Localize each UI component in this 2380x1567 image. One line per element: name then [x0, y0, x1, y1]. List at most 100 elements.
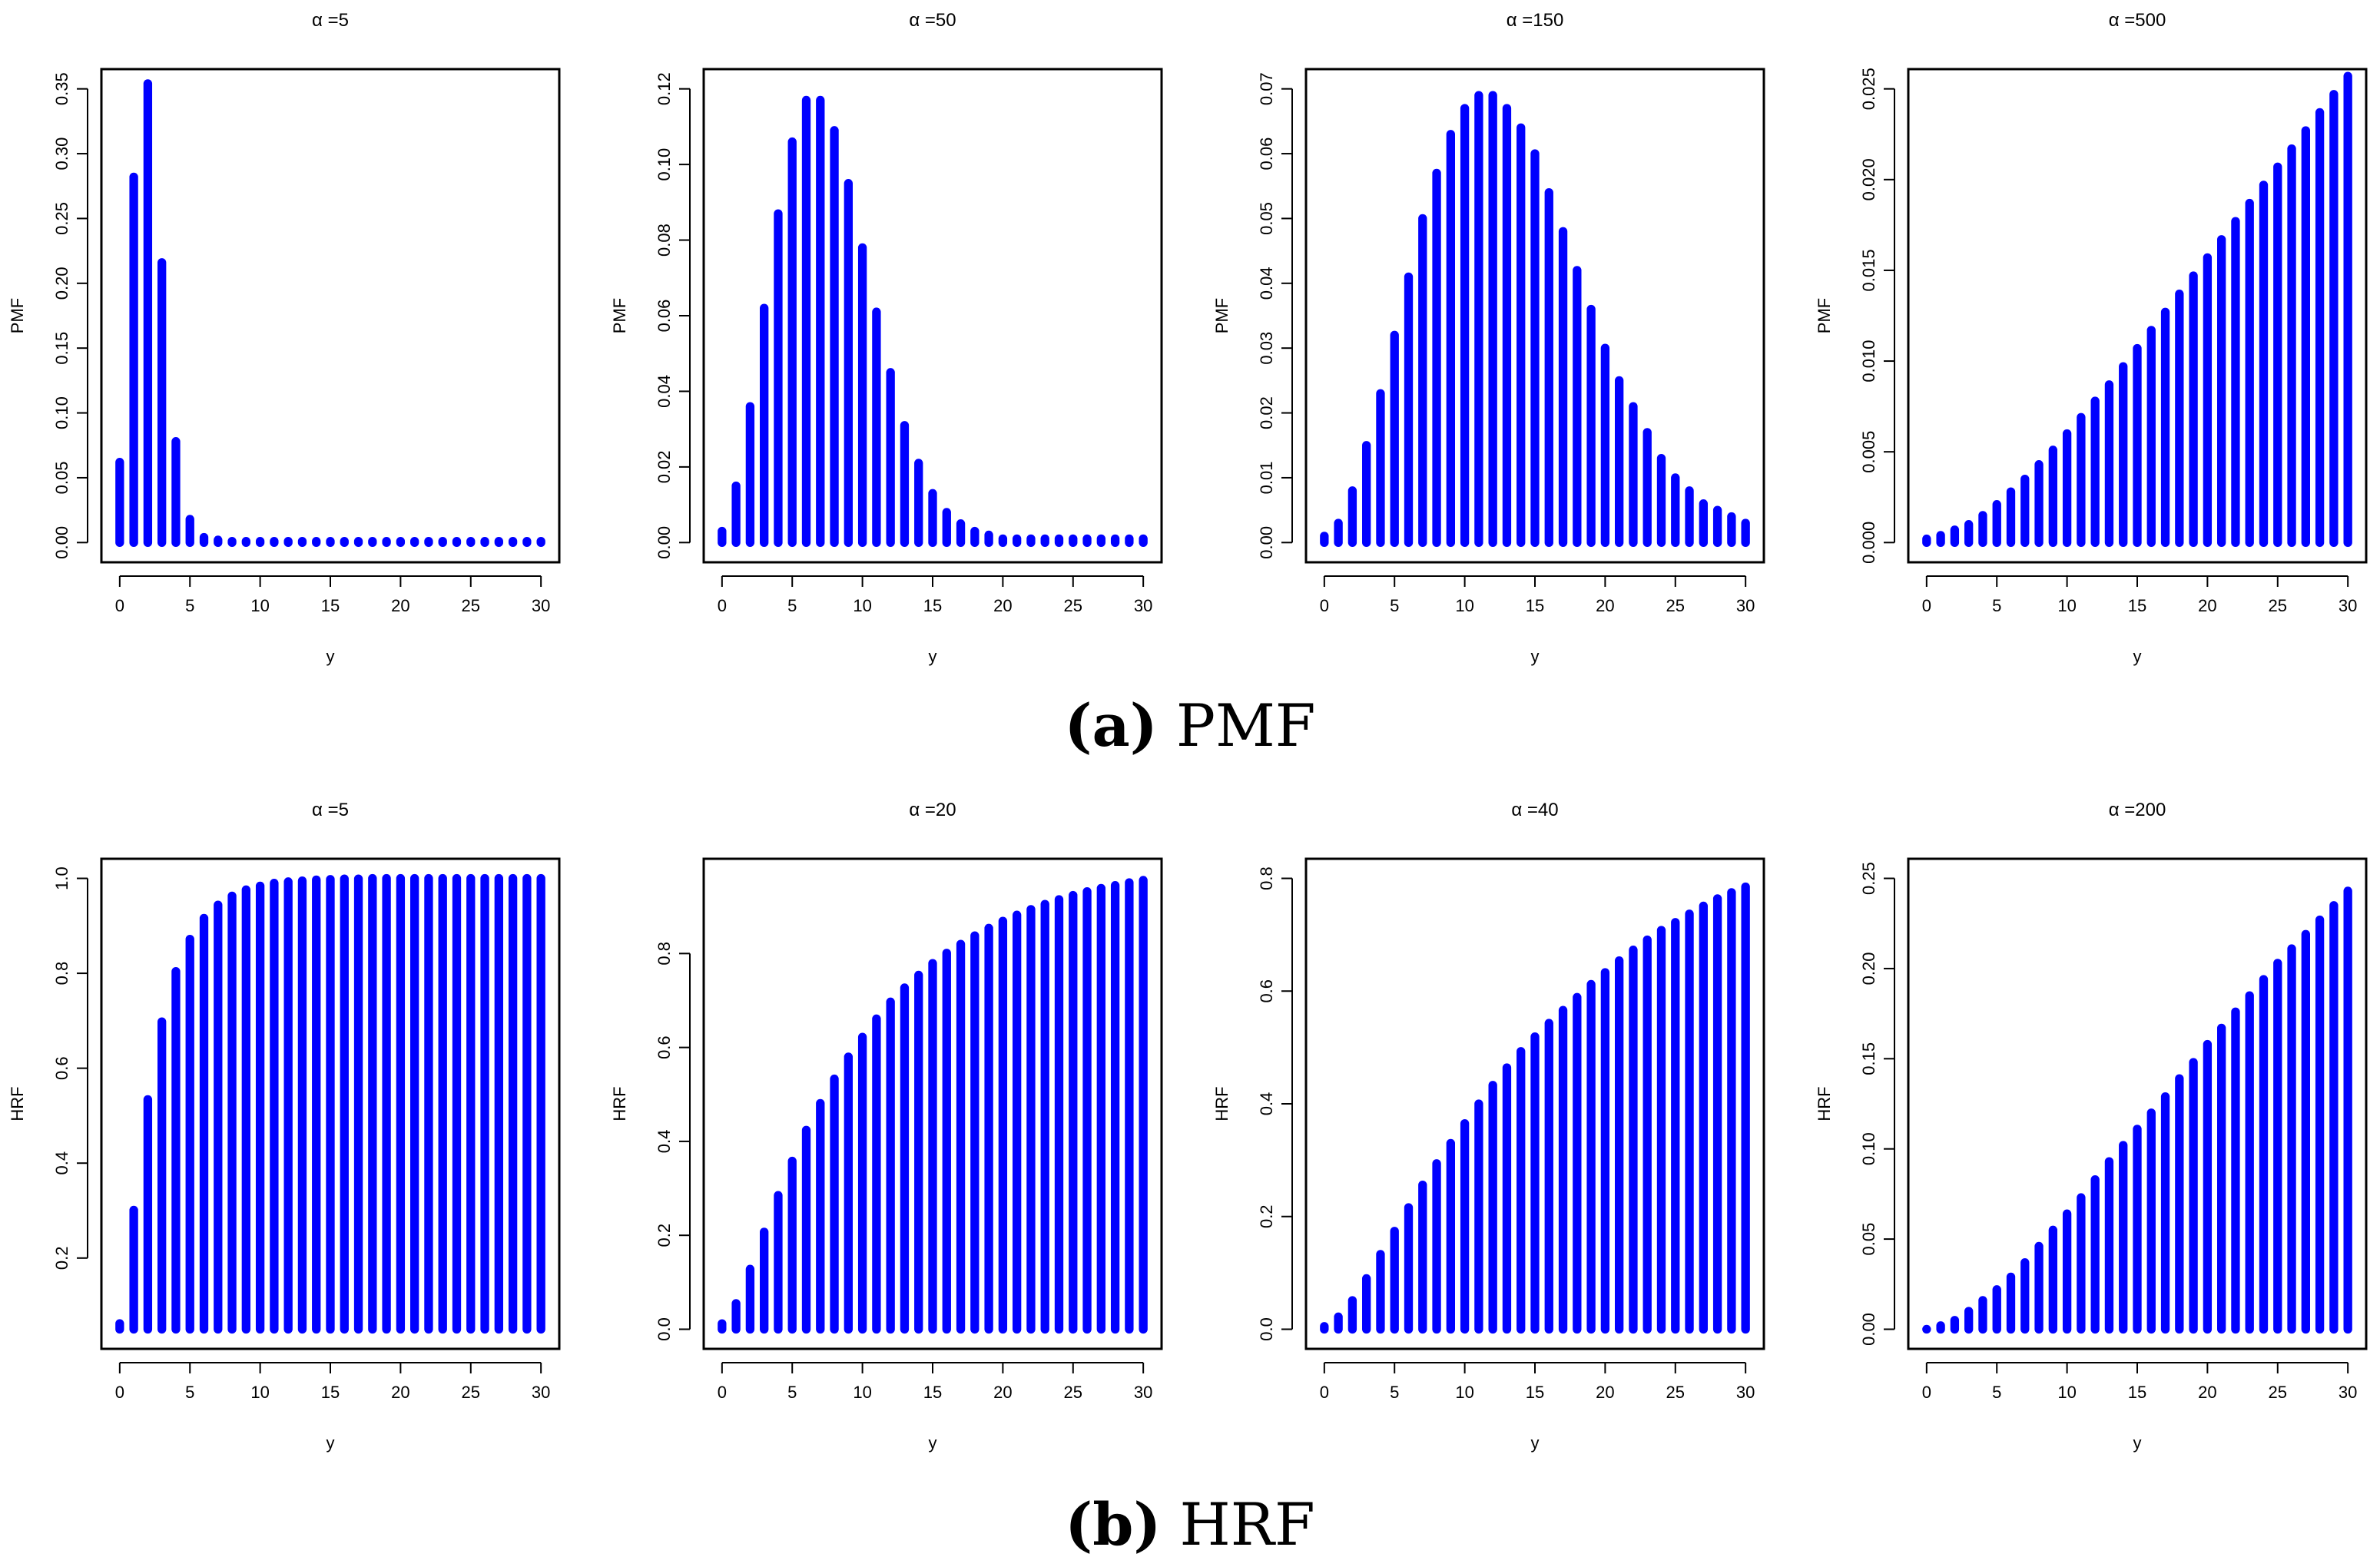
- bar: [1404, 1203, 1414, 1334]
- bar: [368, 873, 377, 1334]
- bar: [857, 1032, 867, 1334]
- bar: [774, 1191, 783, 1334]
- bar: [2287, 944, 2296, 1334]
- bar: [2104, 1157, 2114, 1334]
- bar: [956, 939, 966, 1334]
- bar: [326, 875, 335, 1334]
- bar: [900, 421, 910, 547]
- bar: [1741, 518, 1750, 547]
- y-tick-label: 0.04: [1257, 267, 1276, 300]
- x-tick-label: 0: [1320, 1383, 1329, 1402]
- x-axis-label: y: [929, 647, 937, 666]
- x-tick-label: 30: [2339, 1383, 2357, 1402]
- bar: [2343, 71, 2352, 547]
- bar: [1964, 520, 1974, 547]
- bar: [2119, 362, 2128, 547]
- x-tick-label: 15: [2128, 596, 2146, 615]
- x-tick-label: 25: [1064, 1383, 1082, 1402]
- bar: [801, 95, 811, 547]
- bar: [830, 126, 839, 547]
- y-axis-label: HRF: [1815, 1086, 1834, 1121]
- bar: [1446, 130, 1455, 547]
- bar: [760, 303, 769, 547]
- chart-panel-7: α =40 0 5 10 15 20 25 30 y 0.0 0.2 0.4 0.6 0.8 HRF: [1212, 800, 1765, 1453]
- bar: [1517, 1047, 1526, 1334]
- bar: [1334, 518, 1343, 547]
- bar: [998, 534, 1008, 547]
- bar: [1671, 918, 1680, 1334]
- bar: [2006, 487, 2016, 547]
- bar: [297, 876, 307, 1334]
- bar: [1656, 453, 1666, 547]
- x-tick-label: 10: [853, 1383, 871, 1402]
- bar: [1712, 894, 1722, 1334]
- bar: [1013, 910, 1022, 1334]
- x-tick-label: 20: [2198, 596, 2216, 615]
- bar: [731, 481, 741, 547]
- bar: [1320, 532, 1329, 547]
- bar: [1082, 534, 1092, 547]
- bar: [2077, 1193, 2086, 1334]
- bar: [129, 172, 138, 547]
- x-axis-label: y: [2133, 1433, 2142, 1453]
- bar: [1573, 266, 1582, 547]
- x-tick-label: 15: [923, 1383, 942, 1402]
- y-tick-label: 0.01: [1257, 462, 1276, 495]
- bar: [872, 307, 881, 547]
- bar: [2175, 1074, 2184, 1334]
- bar: [115, 1319, 124, 1334]
- x-tick-label: 0: [115, 1383, 124, 1402]
- y-tick-label: 0.005: [1859, 431, 1878, 473]
- caption-pmf: (a) PMF: [1064, 691, 1316, 760]
- bar: [2301, 126, 2310, 547]
- bar: [2245, 198, 2254, 547]
- x-tick-label: 25: [462, 596, 480, 615]
- x-axis-label: y: [327, 1433, 335, 1453]
- chart-title: α =5: [312, 800, 349, 820]
- x-tick-label: 20: [391, 1383, 409, 1402]
- y-tick-label: 0.0: [655, 1317, 674, 1341]
- x-tick-label: 10: [2057, 596, 2076, 615]
- bar: [2020, 474, 2030, 547]
- caption-a-text: PMF: [1175, 691, 1316, 760]
- bar: [2006, 1272, 2016, 1334]
- bar: [1334, 1312, 1343, 1334]
- y-axis-label: PMF: [8, 298, 27, 333]
- plot-frame: [1907, 857, 2368, 1350]
- bar: [199, 532, 209, 547]
- bar: [185, 934, 194, 1334]
- bar: [1125, 878, 1134, 1334]
- bar: [718, 526, 727, 547]
- x-tick-label: 0: [115, 596, 124, 615]
- x-tick-label: 30: [532, 1383, 550, 1402]
- bar: [1573, 992, 1582, 1334]
- y-tick-label: 0.4: [1257, 1092, 1276, 1116]
- x-tick-label: 30: [1134, 1383, 1152, 1402]
- bar: [494, 536, 503, 547]
- bar: [466, 873, 476, 1334]
- bar: [1446, 1138, 1455, 1334]
- chart-panel-6: α =20 0 5 10 15 20 25 30 y 0.0 0.2 0.4 0.6 0.8 HRF: [610, 800, 1163, 1453]
- bar: [1418, 1180, 1427, 1334]
- bar: [1362, 441, 1371, 547]
- bar: [438, 536, 447, 547]
- bar: [1376, 389, 1385, 547]
- bar: [2062, 429, 2072, 547]
- bar: [1685, 486, 1694, 547]
- chart-panel-3: α =150 0 5 10 15 20 25 30 y 0.00 0.01 0.02 0.03 0.04 0…: [1212, 10, 1765, 666]
- bar: [2090, 396, 2100, 547]
- x-tick-label: 5: [787, 596, 797, 615]
- bar: [1390, 1227, 1399, 1334]
- bar: [718, 1319, 727, 1334]
- bar: [2160, 307, 2170, 547]
- y-tick-label: 0.8: [52, 962, 71, 986]
- x-tick-label: 15: [321, 596, 340, 615]
- bar: [2217, 235, 2226, 547]
- x-tick-label: 25: [462, 1383, 480, 1402]
- y-tick-label: 0.03: [1257, 332, 1276, 365]
- x-tick-label: 5: [1992, 1383, 2001, 1402]
- y-tick-label: 0.05: [1257, 202, 1276, 235]
- chart-title: α =40: [1511, 800, 1558, 820]
- bar: [1629, 402, 1638, 547]
- bar: [1432, 168, 1441, 547]
